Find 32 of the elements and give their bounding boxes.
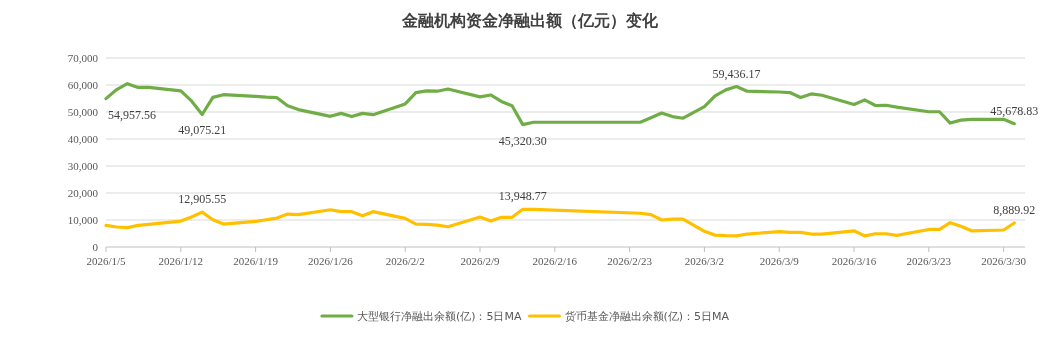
x-tick-label: 2026/3/30	[981, 255, 1027, 267]
x-tick-label: 2026/1/5	[86, 255, 127, 267]
chart-title: 金融机构资金净融出额（亿元）变化	[400, 11, 659, 30]
x-tick-label: 2026/1/19	[233, 255, 279, 267]
x-tick-label: 2026/1/12	[158, 255, 204, 267]
annotation: 45,678.83	[990, 103, 1039, 118]
x-tick-label: 2026/2/16	[532, 255, 578, 267]
annotation: 49,075.21	[178, 123, 227, 138]
y-tick-label: 60,000	[67, 79, 99, 91]
x-tick-label: 2026/1/26	[308, 255, 354, 267]
y-tick-label: 30,000	[67, 160, 99, 172]
legend-label: 大型银行净融出余额(亿)：5日MA	[356, 310, 522, 323]
y-tick-label: 10,000	[67, 214, 99, 226]
x-tick-label: 2026/3/16	[831, 255, 877, 267]
annotation: 8,889.92	[993, 203, 1036, 217]
annotation: 12,905.55	[178, 192, 227, 207]
x-tick-label: 2026/3/2	[684, 255, 724, 267]
annotation: 59,436.17	[712, 66, 761, 81]
y-tick-label: 40,000	[67, 133, 99, 145]
y-tick-label: 50,000	[67, 106, 99, 118]
x-tick-label: 2026/3/9	[759, 255, 800, 267]
legend-label: 货币基金净融出余额(亿)：5日MA	[564, 310, 730, 323]
x-tick-label: 2026/2/23	[607, 255, 653, 267]
x-tick-label: 2026/3/23	[906, 255, 952, 267]
annotation: 45,320.30	[498, 133, 547, 148]
y-tick-label: 70,000	[67, 52, 99, 64]
x-tick-label: 2026/2/2	[385, 255, 425, 267]
annotation: 54,957.56	[108, 107, 156, 122]
x-tick-label: 2026/2/9	[460, 255, 501, 267]
annotation: 13,948.77	[498, 189, 547, 204]
y-tick-label: 0	[92, 241, 99, 253]
y-tick-label: 20,000	[67, 187, 99, 199]
